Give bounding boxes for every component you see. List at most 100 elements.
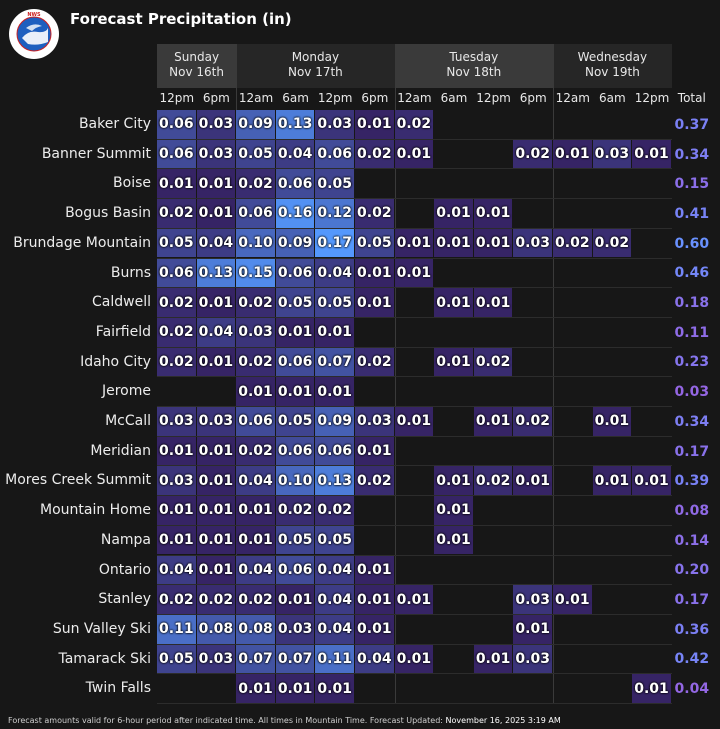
precip-cell: 0.06 <box>157 110 196 139</box>
precip-cell: 0.04 <box>196 228 236 258</box>
precip-cell: 0.01 <box>394 407 434 436</box>
precip-cell: 0.05 <box>275 288 315 317</box>
time-label: 12am <box>555 91 590 105</box>
day-name: Sunday <box>174 50 220 64</box>
precip-cell: 0.01 <box>592 407 632 436</box>
precip-cell: 0.07 <box>315 347 354 377</box>
precip-cell: 0.06 <box>157 139 196 169</box>
location-label: Bogus Basin <box>65 205 151 222</box>
precip-cell: 0.02 <box>355 347 394 377</box>
precip-cell: 0.01 <box>434 466 473 496</box>
location-label: Boise <box>113 175 151 192</box>
precip-cell: 0.08 <box>196 614 236 644</box>
location-label: McCall <box>105 413 151 429</box>
precip-cell: 0.06 <box>275 258 315 288</box>
precip-cell: 0.08 <box>236 614 275 644</box>
location-label: Banner Summit <box>41 145 151 162</box>
row-separator <box>157 287 672 289</box>
precip-cell: 0.01 <box>236 674 275 703</box>
precip-cell: 0.01 <box>355 555 394 585</box>
precip-cell: 0.02 <box>355 199 394 228</box>
row-separator <box>157 613 672 615</box>
precip-cell: 0.03 <box>592 139 632 169</box>
precip-cell: 0.01 <box>196 199 236 228</box>
precip-cell: 0.01 <box>355 585 394 614</box>
precip-cell: 0.03 <box>275 614 315 644</box>
row-separator <box>157 346 672 348</box>
row-separator <box>157 168 672 170</box>
precip-cell: 0.13 <box>275 110 315 139</box>
precip-cell: 0.04 <box>315 614 354 644</box>
precip-cell: 0.09 <box>275 228 315 258</box>
precip-cell: 0.01 <box>196 466 236 496</box>
precip-cell: 0.03 <box>196 407 236 436</box>
precip-cell: 0.05 <box>315 169 354 199</box>
row-separator <box>157 316 672 318</box>
precip-cell: 0.02 <box>196 585 236 614</box>
location-label: Fairfield <box>95 323 151 340</box>
location-label: Baker City <box>78 116 151 132</box>
time-label: 12pm <box>317 91 353 105</box>
time-label: 6am <box>440 91 468 105</box>
row-total: 0.14 <box>674 532 710 549</box>
precip-cell: 0.01 <box>553 139 592 169</box>
location-label: Brundage Mountain <box>13 234 151 251</box>
row-total: 0.11 <box>674 324 710 341</box>
total-header: Total <box>677 91 706 105</box>
precip-cell: 0.04 <box>275 139 315 169</box>
row-total: 0.34 <box>674 146 710 163</box>
time-label: 12am <box>397 91 432 105</box>
precip-cell: 0.02 <box>592 228 632 258</box>
precip-cell: 0.10 <box>275 466 315 496</box>
location-label: Tamarack Ski <box>58 650 151 667</box>
time-label: 6pm <box>202 91 230 105</box>
row-separator <box>157 406 672 407</box>
location-label: Twin Falls <box>85 680 151 697</box>
precip-cell: 0.01 <box>473 644 513 674</box>
precip-cell: 0.06 <box>315 139 354 169</box>
precip-cell: 0.03 <box>355 407 394 436</box>
precip-cell: 0.01 <box>236 377 275 406</box>
row-total: 0.39 <box>674 473 710 490</box>
row-total: 0.15 <box>674 176 710 193</box>
row-total: 0.20 <box>674 562 710 579</box>
precip-cell: 0.06 <box>275 436 315 466</box>
day-header-bg <box>394 44 553 88</box>
precip-cell: 0.01 <box>434 199 473 228</box>
time-label: 12am <box>238 91 274 105</box>
row-total: 0.18 <box>674 295 710 312</box>
precip-cell: 0.13 <box>315 466 354 496</box>
precip-cell: 0.01 <box>355 258 394 288</box>
precip-cell: 0.06 <box>315 436 354 466</box>
precip-cell: 0.02 <box>157 199 196 228</box>
precip-cell: 0.17 <box>315 228 354 258</box>
precip-cell: 0.01 <box>632 674 671 703</box>
precip-cell: 0.06 <box>275 169 315 199</box>
location-label: Mores Creek Summit <box>5 472 151 489</box>
precip-cell: 0.02 <box>553 228 592 258</box>
row-separator <box>157 673 672 675</box>
precip-cell: 0.04 <box>315 585 354 614</box>
precip-cell: 0.05 <box>315 525 354 555</box>
row-separator <box>157 198 672 200</box>
day-separator <box>553 44 554 704</box>
precip-cell: 0.01 <box>196 525 236 555</box>
precip-cell: 0.02 <box>157 347 196 377</box>
precip-cell: 0.03 <box>196 110 236 139</box>
row-separator <box>157 554 672 556</box>
precip-cell: 0.02 <box>157 288 196 317</box>
precip-cell: 0.06 <box>236 199 275 228</box>
precip-cell: 0.01 <box>236 496 275 525</box>
time-label: 12pm <box>159 91 195 105</box>
precip-cell: 0.01 <box>394 585 434 614</box>
time-label: 6pm <box>361 91 389 105</box>
precip-cell: 0.01 <box>473 407 513 436</box>
time-label: 12pm <box>634 91 670 105</box>
row-total: 0.04 <box>674 681 710 698</box>
row-separator <box>157 524 672 526</box>
precip-cell: 0.04 <box>355 644 394 674</box>
precip-cell: 0.03 <box>157 407 196 436</box>
row-separator <box>157 584 672 586</box>
row-separator <box>157 257 672 259</box>
precip-cell: 0.07 <box>236 644 275 674</box>
